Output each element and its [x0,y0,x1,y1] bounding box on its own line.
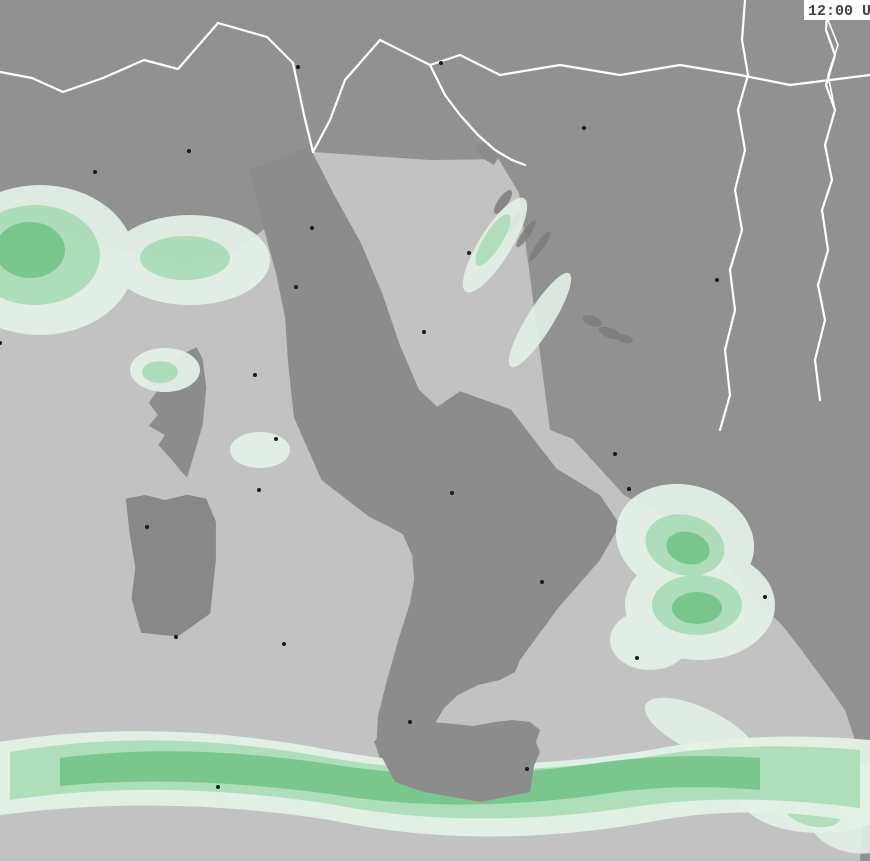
svg-text:12:00 UTC: 12:00 UTC [808,3,870,20]
